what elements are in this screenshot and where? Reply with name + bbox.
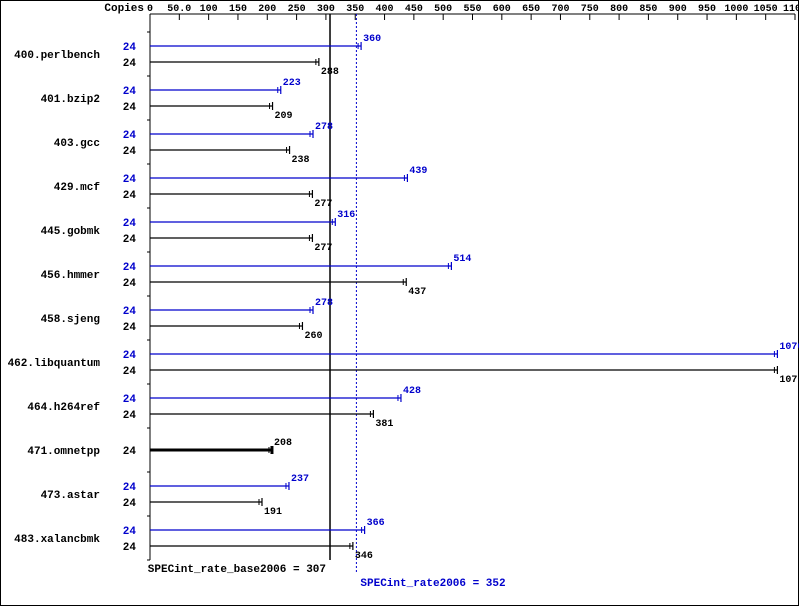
axis-tick-label: 1050 bbox=[754, 4, 778, 15]
result-value-label: 316 bbox=[337, 210, 355, 221]
result-value-label: 223 bbox=[283, 78, 301, 89]
axis-tick-label: 950 bbox=[698, 4, 716, 15]
axis-tick-label: 750 bbox=[581, 4, 599, 15]
copies-label-peak: 24 bbox=[123, 350, 137, 362]
result-value-label: 237 bbox=[291, 474, 309, 485]
axis-tick-label: 650 bbox=[522, 4, 540, 15]
result-value-label: 278 bbox=[315, 298, 333, 309]
benchmark-name: 429.mcf bbox=[54, 182, 101, 194]
benchmark-name: 403.gcc bbox=[54, 138, 100, 150]
copies-label-peak: 24 bbox=[123, 262, 137, 274]
copies-label-peak: 24 bbox=[123, 394, 137, 406]
result-value-label: 277 bbox=[314, 199, 332, 210]
result-value-label: 437 bbox=[408, 287, 426, 298]
axis-tick-label: 50.0 bbox=[167, 4, 191, 15]
result-value-label: 191 bbox=[264, 507, 282, 518]
result-value-label: 381 bbox=[375, 419, 393, 430]
copies-label-peak: 24 bbox=[123, 86, 137, 98]
benchmark-name: 473.astar bbox=[41, 490, 100, 502]
copies-label-base: 24 bbox=[123, 234, 137, 246]
axis-tick-label: 800 bbox=[610, 4, 628, 15]
copies-label-peak: 24 bbox=[123, 218, 137, 230]
result-value-label: 366 bbox=[367, 518, 385, 529]
axis-tick-label: 100 bbox=[200, 4, 218, 15]
result-value-label: 238 bbox=[292, 155, 310, 166]
axis-tick-label: 850 bbox=[639, 4, 657, 15]
benchmark-name: 464.h264ref bbox=[27, 402, 100, 414]
copies-header: Copies bbox=[104, 3, 144, 15]
result-value-label: 277 bbox=[314, 243, 332, 254]
copies-label-peak: 24 bbox=[123, 306, 137, 318]
axis-tick-label: 150 bbox=[229, 4, 247, 15]
result-value-label: 278 bbox=[315, 122, 333, 133]
copies-label-base: 24 bbox=[123, 410, 137, 422]
axis-tick-label: 500 bbox=[434, 4, 452, 15]
chart-border bbox=[1, 1, 799, 606]
benchmark-name: 471.omnetpp bbox=[27, 446, 100, 458]
copies-label-peak: 24 bbox=[123, 174, 137, 186]
axis-tick-label: 700 bbox=[551, 4, 569, 15]
copies-label: 24 bbox=[123, 446, 137, 458]
copies-label-base: 24 bbox=[123, 190, 137, 202]
result-value-label: 1070 bbox=[779, 342, 799, 353]
result-value-label: 428 bbox=[403, 386, 421, 397]
copies-label-base: 24 bbox=[123, 542, 137, 554]
result-value-label: 1070 bbox=[779, 375, 799, 386]
benchmark-name: 462.libquantum bbox=[8, 358, 101, 370]
benchmark-name: 401.bzip2 bbox=[41, 94, 100, 106]
copies-label-peak: 24 bbox=[123, 526, 137, 538]
axis-tick-label: 450 bbox=[405, 4, 423, 15]
result-value-label: 208 bbox=[274, 438, 292, 449]
result-value-label: 439 bbox=[409, 166, 427, 177]
axis-tick-label: 400 bbox=[376, 4, 394, 15]
result-value-label: 514 bbox=[453, 254, 471, 265]
axis-tick-label: 900 bbox=[669, 4, 687, 15]
axis-tick-label: 250 bbox=[288, 4, 306, 15]
benchmark-name: 458.sjeng bbox=[41, 314, 100, 326]
axis-tick-label: 0 bbox=[147, 4, 153, 15]
copies-label-base: 24 bbox=[123, 498, 137, 510]
copies-label-base: 24 bbox=[123, 278, 137, 290]
result-value-label: 360 bbox=[363, 34, 381, 45]
benchmark-name: 400.perlbench bbox=[14, 50, 100, 62]
benchmark-name: 483.xalancbmk bbox=[14, 534, 100, 546]
axis-tick-label: 1100 bbox=[783, 4, 799, 15]
spec-rate-chart: 0 50.0 100 150 200 250 300 350 400 450 500 550 600 65… bbox=[0, 0, 799, 606]
copies-label-peak: 24 bbox=[123, 130, 137, 142]
axis-tick-label: 200 bbox=[258, 4, 276, 15]
axis-tick-label: 350 bbox=[346, 4, 364, 15]
copies-label-base: 24 bbox=[123, 322, 137, 334]
result-value-label: 346 bbox=[355, 551, 373, 562]
axis-tick-label: 600 bbox=[493, 4, 511, 15]
benchmark-name: 445.gobmk bbox=[41, 226, 101, 238]
benchmark-name: 456.hmmer bbox=[41, 270, 100, 282]
axis-tick-label: 550 bbox=[463, 4, 481, 15]
copies-label-peak: 24 bbox=[123, 482, 137, 494]
base-summary-label: SPECint_rate_base2006 = 307 bbox=[148, 564, 326, 576]
axis-tick-label: 300 bbox=[317, 4, 335, 15]
copies-label-base: 24 bbox=[123, 58, 137, 70]
copies-label-peak: 24 bbox=[123, 42, 137, 54]
peak-summary-label: SPECint_rate2006 = 352 bbox=[360, 578, 505, 590]
result-value-label: 260 bbox=[304, 331, 322, 342]
result-value-label: 288 bbox=[321, 67, 339, 78]
copies-label-base: 24 bbox=[123, 146, 137, 158]
copies-label-base: 24 bbox=[123, 102, 137, 114]
axis-tick-label: 1000 bbox=[724, 4, 748, 15]
result-value-label: 209 bbox=[275, 111, 293, 122]
copies-label-base: 24 bbox=[123, 366, 137, 378]
